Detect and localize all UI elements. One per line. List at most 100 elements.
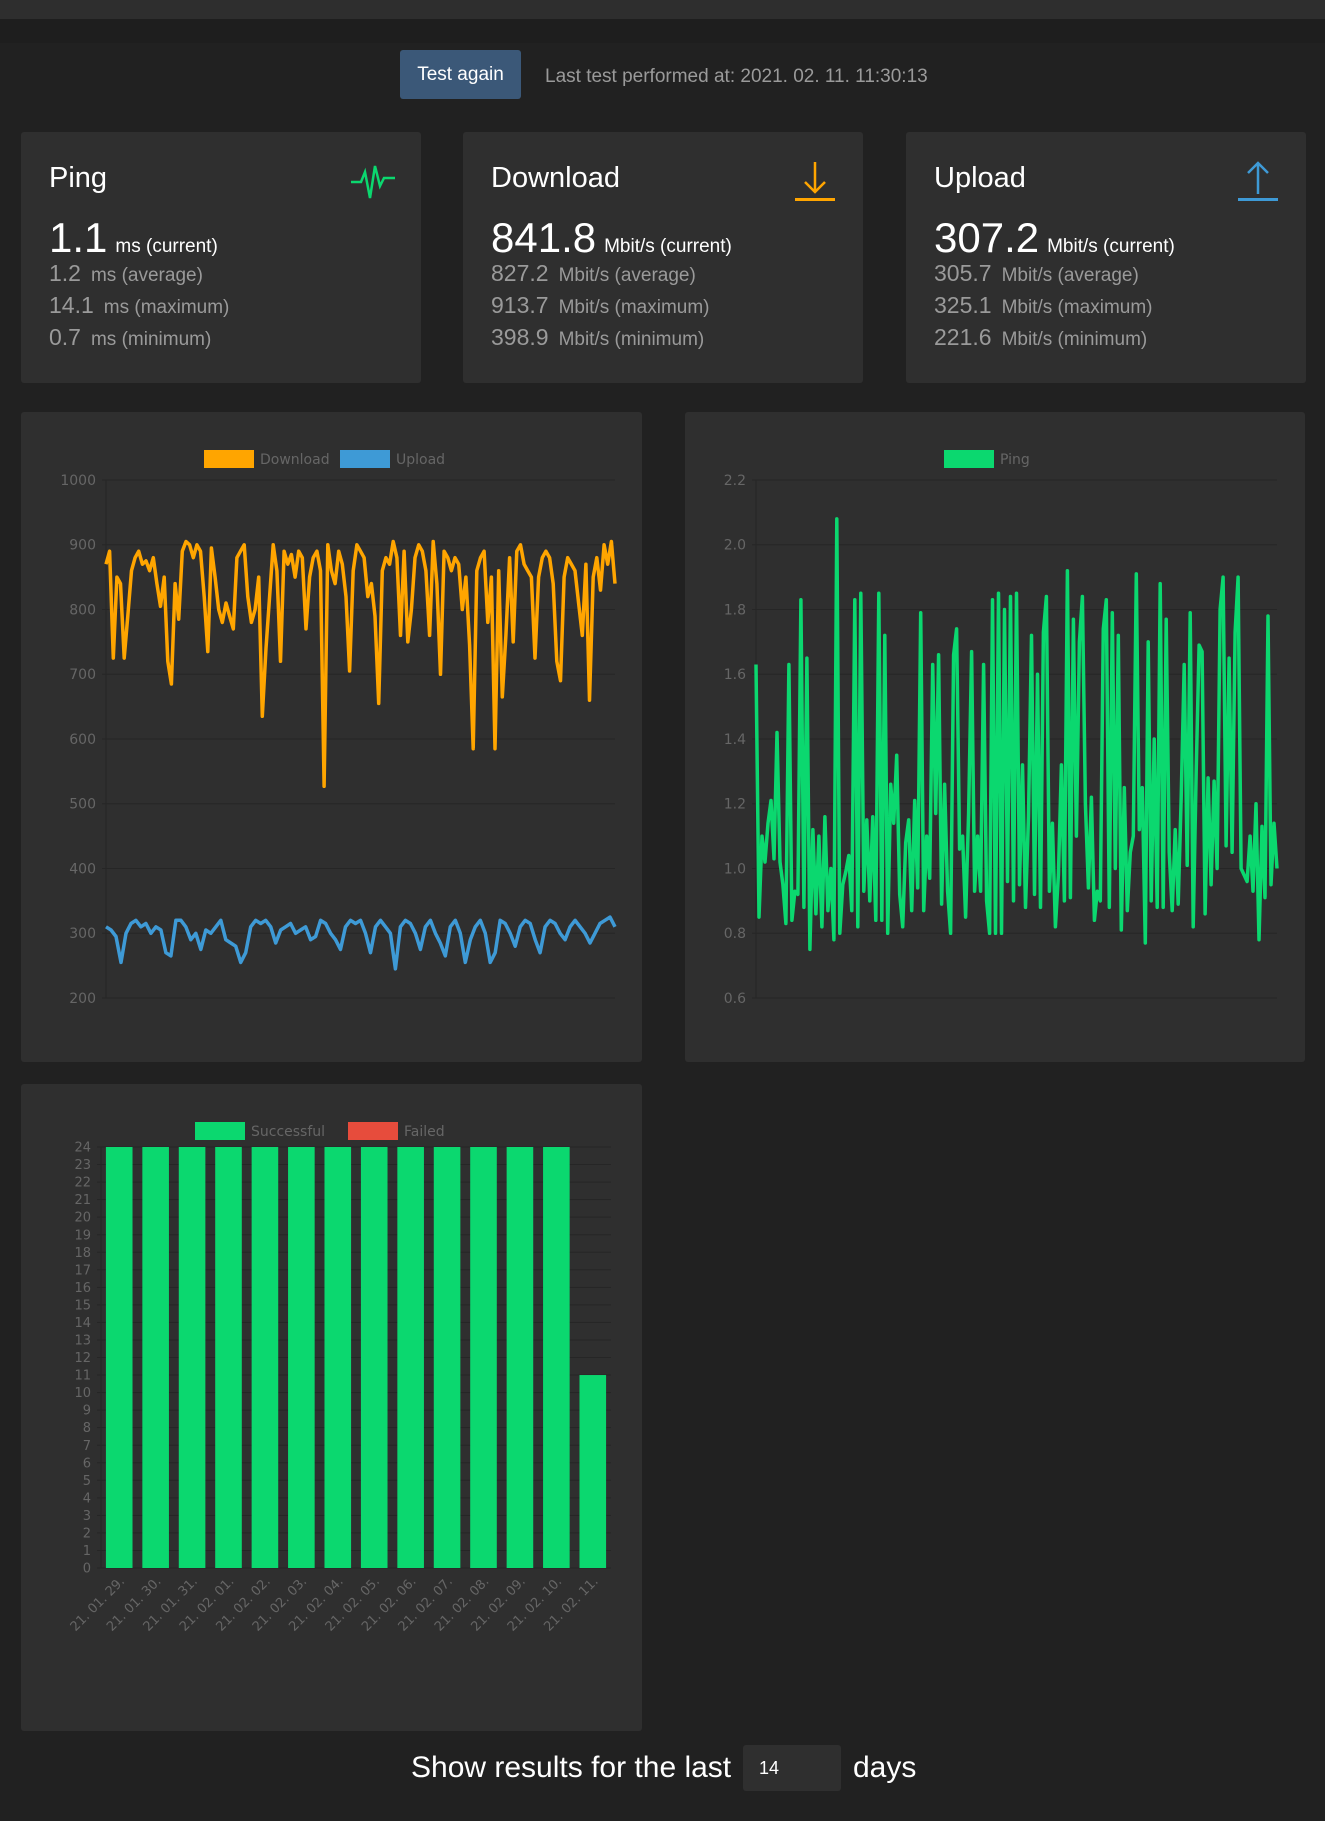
y-tick-label: 24 xyxy=(74,1141,91,1156)
y-tick-label: 700 xyxy=(69,667,96,683)
days-label-before: Show results for the last xyxy=(411,1751,732,1784)
y-tick-label: 19 xyxy=(74,1228,91,1243)
y-tick-label: 1.0 xyxy=(724,861,746,877)
ping-chart-panel: 2.2 2.0 1.8 1.6 1.4 1.2 1.0 0.8 0.6 Ping xyxy=(685,412,1305,1062)
legend-swatch-successful xyxy=(195,1122,245,1140)
y-tick-label: 400 xyxy=(69,861,96,877)
test-again-button[interactable]: Test again xyxy=(400,50,521,99)
bar-successful xyxy=(324,1147,352,1568)
y-tick-label: 1.8 xyxy=(724,602,746,618)
bar-successful xyxy=(360,1147,388,1568)
y-tick-label: 1.6 xyxy=(724,667,746,683)
y-tick-label: 500 xyxy=(69,797,96,813)
y-tick-label: 7 xyxy=(83,1439,91,1454)
nav-strip xyxy=(0,19,1325,43)
bar-successful xyxy=(397,1147,424,1568)
bar-successful xyxy=(579,1375,607,1568)
heartbeat-icon xyxy=(351,165,395,199)
stat-maximum: 913.7 Mbit/s (maximum) xyxy=(491,292,710,318)
y-tick-label: 11 xyxy=(74,1369,91,1384)
bar-successful xyxy=(178,1147,206,1568)
stat-average: 827.2 Mbit/s (average) xyxy=(491,260,696,286)
stat-maximum: 14.1 ms (maximum) xyxy=(49,292,230,318)
y-tick-label: 6 xyxy=(83,1456,91,1471)
current-value: 841.8 Mbit/s (current) xyxy=(491,214,732,261)
legend-swatch-download xyxy=(204,450,254,468)
y-tick-label: 14 xyxy=(74,1316,91,1331)
y-tick-label: 13 xyxy=(74,1334,91,1349)
card-title: Download xyxy=(491,162,620,194)
y-tick-label: 1.4 xyxy=(724,732,746,748)
series-line-ping xyxy=(754,517,1279,952)
y-tick-label: 800 xyxy=(69,602,96,618)
top-bar xyxy=(0,0,1325,19)
speed-line-chart: 1000 900 800 700 600 500 400 300 200 Download Uplo… xyxy=(60,450,617,1007)
y-tick-label: 2.2 xyxy=(724,473,746,489)
y-tick-label: 21 xyxy=(74,1193,91,1208)
series-line-upload xyxy=(105,915,617,971)
y-tick-label: 2 xyxy=(83,1526,91,1541)
y-tick-label: 23 xyxy=(74,1158,91,1173)
stat-minimum: 0.7 ms (minimum) xyxy=(49,324,212,350)
ping-card: Ping 1.1 ms (current) 1.2 ms (average) 14.… xyxy=(21,132,421,383)
y-tick-label: 900 xyxy=(69,538,96,554)
bar-successful xyxy=(288,1147,315,1568)
y-tick-label: 5 xyxy=(83,1474,91,1489)
y-tick-label: 1000 xyxy=(60,473,96,489)
bar-successful xyxy=(142,1147,169,1568)
bar-successful xyxy=(433,1147,461,1568)
days-filter: Show results for the last days xyxy=(0,1745,1325,1791)
legend-swatch-failed xyxy=(348,1122,398,1140)
bar-successful xyxy=(470,1147,497,1568)
upload-card: Upload 307.2 Mbit/s (current) 305.7 Mbit/s… xyxy=(906,132,1306,383)
legend-label-ping: Ping xyxy=(1000,452,1030,468)
series-line-download xyxy=(104,539,617,789)
ping-line-chart: 2.2 2.0 1.8 1.6 1.4 1.2 1.0 0.8 0.6 Ping xyxy=(724,450,1279,1007)
y-tick-label: 10 xyxy=(74,1386,91,1401)
y-tick-label: 0 xyxy=(83,1562,91,1577)
y-tick-label: 1 xyxy=(83,1544,91,1559)
bar-successful xyxy=(105,1147,133,1568)
y-tick-label: 3 xyxy=(83,1509,91,1524)
stat-maximum: 325.1 Mbit/s (maximum) xyxy=(934,292,1153,318)
y-tick-label: 0.8 xyxy=(724,926,746,942)
y-tick-label: 2.0 xyxy=(724,538,746,554)
bar-successful xyxy=(215,1147,242,1568)
bar-successful xyxy=(543,1147,570,1568)
current-value: 1.1 ms (current) xyxy=(49,214,218,261)
y-tick-label: 200 xyxy=(69,991,96,1007)
y-tick-label: 300 xyxy=(69,926,96,942)
download-card: Download 841.8 Mbit/s (current) 827.2 Mbit… xyxy=(463,132,863,383)
y-tick-label: 0.6 xyxy=(724,991,746,1007)
y-tick-label: 9 xyxy=(83,1404,91,1419)
current-value: 307.2 Mbit/s (current) xyxy=(934,214,1175,261)
card-title: Upload xyxy=(934,162,1026,194)
y-tick-label: 17 xyxy=(74,1263,91,1278)
y-tick-label: 600 xyxy=(69,732,96,748)
y-tick-label: 22 xyxy=(74,1176,91,1191)
stat-average: 305.7 Mbit/s (average) xyxy=(934,260,1139,286)
days-input[interactable] xyxy=(743,1745,841,1791)
last-test-text: Last test performed at: 2021. 02. 11. 11… xyxy=(545,66,928,87)
bar-successful xyxy=(506,1147,534,1568)
results-bar-chart: 2423222120191817161514131211109876543210… xyxy=(68,1122,611,1635)
y-tick-label: 15 xyxy=(74,1298,91,1313)
speed-chart-panel: 1000 900 800 700 600 500 400 300 200 Download Uplo… xyxy=(21,412,642,1062)
legend-label-successful: Successful xyxy=(251,1124,325,1140)
results-chart-panel: 24 23 22 21 20 19 18 17 16 15 14 13 12 11 10 9 8 7 6 5 4 3 2 1 0… xyxy=(21,1084,642,1731)
stat-minimum: 398.9 Mbit/s (minimum) xyxy=(491,324,705,350)
download-arrow-icon xyxy=(795,162,835,201)
y-tick-label: 12 xyxy=(74,1351,91,1366)
y-tick-label: 8 xyxy=(83,1421,91,1436)
y-tick-label: 1.2 xyxy=(724,797,746,813)
card-title: Ping xyxy=(49,162,108,194)
stat-average: 1.2 ms (average) xyxy=(49,260,203,286)
legend-label-download: Download xyxy=(260,452,330,468)
bar-successful xyxy=(251,1147,279,1568)
upload-arrow-icon xyxy=(1238,161,1278,201)
legend-swatch-upload xyxy=(340,450,390,468)
legend-swatch-ping xyxy=(944,450,994,468)
legend-label-failed: Failed xyxy=(404,1124,445,1140)
y-tick-label: 18 xyxy=(74,1246,91,1261)
y-tick-label: 20 xyxy=(74,1211,91,1226)
